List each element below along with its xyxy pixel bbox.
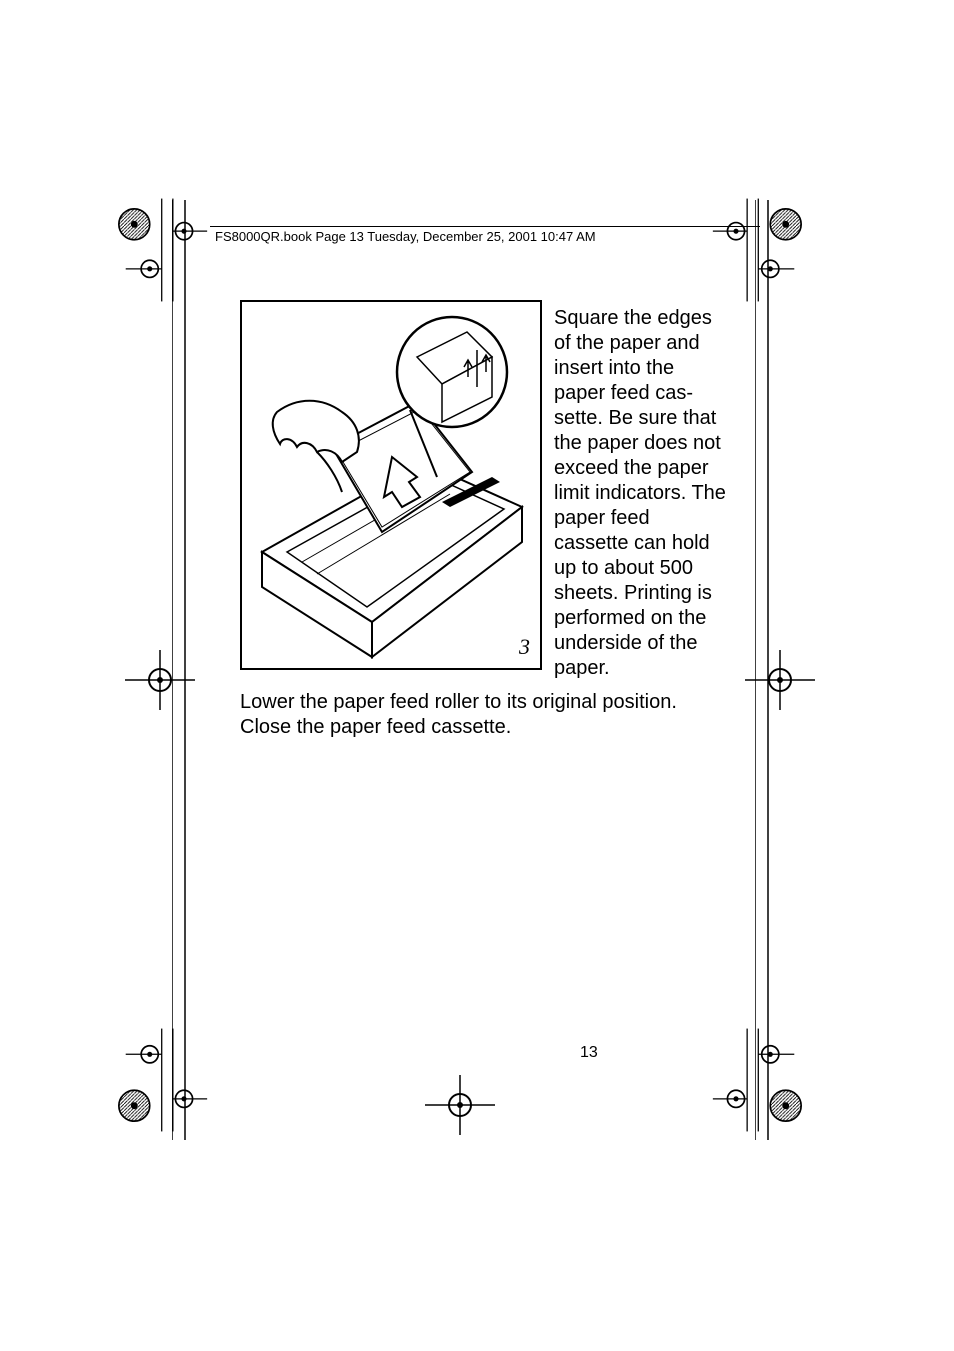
page-number: 13 — [580, 1044, 598, 1062]
step-number: 3 — [519, 634, 530, 660]
crop-mark-mid-left — [120, 650, 200, 710]
trim-lines-right — [755, 200, 769, 1140]
header-rule — [210, 226, 760, 227]
crop-mark-mid-right — [740, 650, 820, 710]
step-figure: 3 — [240, 300, 542, 670]
trim-lines-left — [172, 200, 186, 1140]
page: FS8000QR.book Page 13 Tuesday, December … — [0, 0, 954, 1351]
crop-mark-bottom-left — [100, 1020, 220, 1140]
crop-mark-bottom-center — [420, 1075, 500, 1135]
header-text: FS8000QR.book Page 13 Tuesday, December … — [215, 229, 596, 244]
printer-cassette-illustration — [242, 302, 536, 664]
crop-mark-top-left — [100, 190, 220, 310]
instruction-paragraph-right: Square the edges of the paper and insert… — [554, 306, 726, 681]
instruction-paragraph-below: Lower the paper feed roller to its origi… — [240, 690, 720, 740]
